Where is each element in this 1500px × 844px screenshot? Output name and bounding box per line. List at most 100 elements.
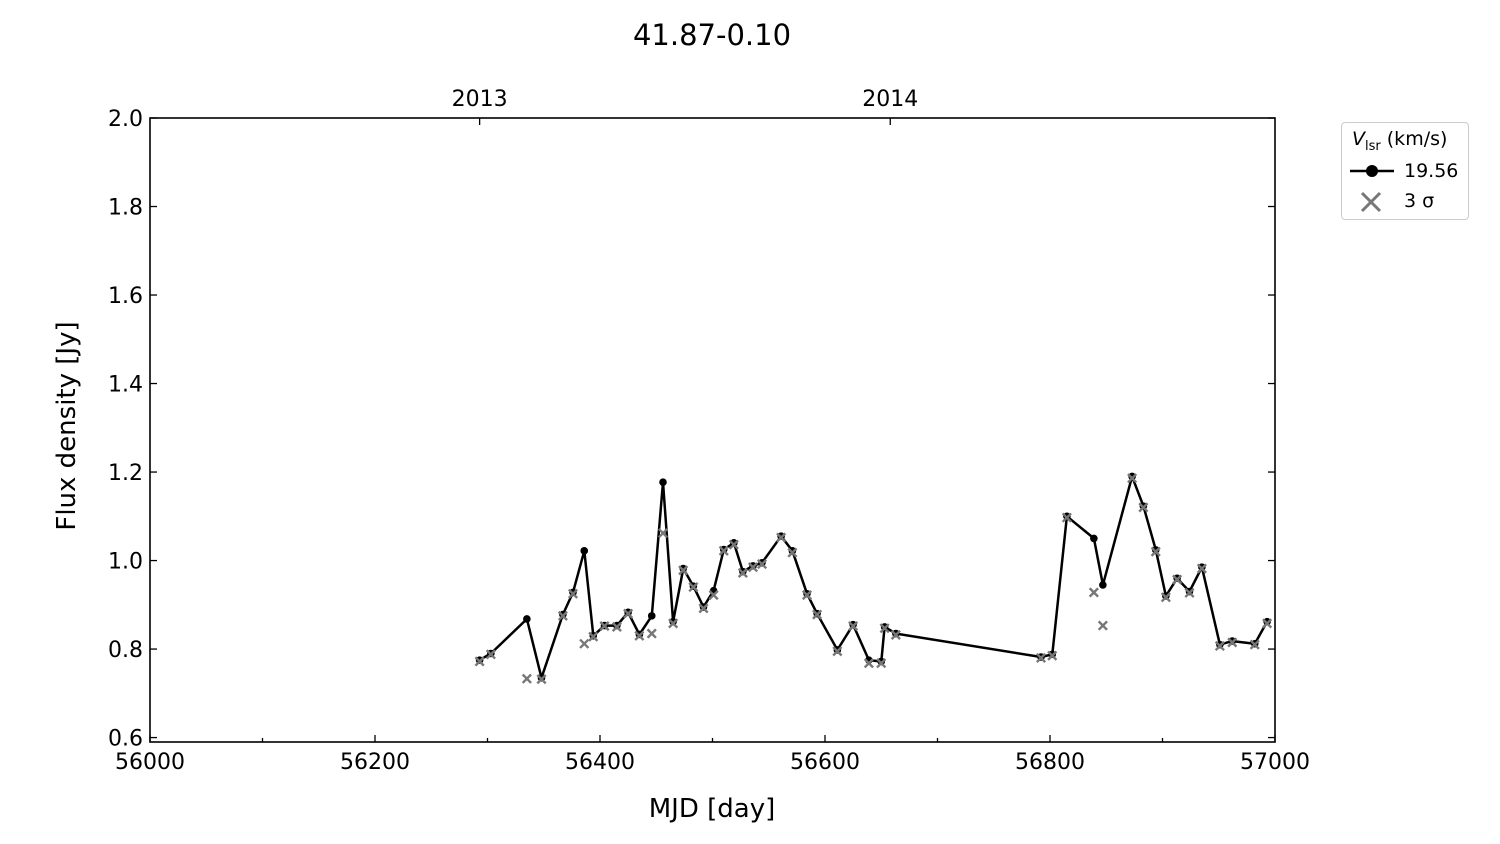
data-point bbox=[1090, 534, 1098, 543]
sigma-marker-stroke bbox=[718, 545, 729, 556]
sigma-marker bbox=[1047, 650, 1058, 661]
sigma-marker-stroke bbox=[1047, 650, 1058, 661]
sigma-marker-stroke bbox=[1184, 587, 1195, 598]
data-point bbox=[877, 657, 886, 666]
sigma-marker-stroke bbox=[747, 562, 759, 573]
sigma-marker bbox=[728, 539, 739, 550]
sigma-marker bbox=[579, 638, 590, 649]
sigma-marker-stroke bbox=[1227, 637, 1238, 648]
y-tick-label: 1.4 bbox=[108, 373, 143, 398]
y-tick-label: 1.6 bbox=[108, 284, 143, 309]
sigma-marker-stroke bbox=[1160, 592, 1171, 603]
sigma-marker bbox=[668, 618, 679, 629]
data-point bbox=[523, 615, 531, 623]
y-tick-label: 1.8 bbox=[108, 196, 143, 221]
sigma-marker bbox=[737, 567, 748, 578]
sigma-marker-stroke bbox=[879, 623, 890, 634]
y-axis-label: Flux density [Jy] bbox=[52, 321, 82, 530]
data-point bbox=[1128, 472, 1136, 481]
sigma-marker bbox=[801, 590, 813, 601]
sigma-marker bbox=[747, 562, 759, 573]
legend-label-series: 19.56 bbox=[1404, 160, 1459, 182]
sigma-marker bbox=[1061, 512, 1072, 523]
sigma-marker-stroke bbox=[890, 629, 901, 640]
legend: Vlsr (km/s) 19.56 3 σ bbox=[1341, 122, 1469, 220]
y-tick-label: 1.2 bbox=[108, 461, 143, 486]
sigma-marker-stroke bbox=[832, 646, 843, 657]
data-point bbox=[1263, 617, 1271, 626]
sigma-marker bbox=[1127, 473, 1138, 484]
sigma-markers bbox=[474, 473, 1273, 685]
sigma-marker bbox=[787, 547, 798, 558]
data-point bbox=[580, 547, 589, 555]
sigma-marker bbox=[863, 658, 874, 669]
y-tick-label: 2.0 bbox=[108, 107, 143, 132]
sigma-marker-stroke bbox=[787, 547, 798, 558]
sigma-marker-stroke bbox=[688, 582, 699, 593]
legend-cross-icon bbox=[1360, 191, 1382, 213]
sigma-marker-stroke bbox=[698, 603, 709, 614]
sigma-marker bbox=[1150, 546, 1161, 557]
sigma-marker bbox=[485, 649, 496, 660]
y-tick-label: 0.8 bbox=[108, 638, 143, 663]
sigma-marker bbox=[1097, 620, 1108, 631]
sigma-marker-stroke bbox=[611, 621, 622, 632]
x-tick-label: 56400 bbox=[565, 750, 635, 775]
data-point bbox=[788, 547, 797, 555]
sigma-marker-stroke bbox=[1196, 563, 1207, 574]
sigma-marker bbox=[623, 608, 634, 619]
sigma-marker bbox=[599, 621, 610, 632]
data-point bbox=[647, 612, 656, 620]
sigma-marker bbox=[1184, 587, 1195, 598]
x-tick-label: 56800 bbox=[1015, 750, 1085, 775]
sigma-marker-stroke bbox=[588, 631, 599, 642]
x-tick-label: 57000 bbox=[1240, 750, 1310, 775]
sigma-marker bbox=[1160, 592, 1171, 603]
sigma-marker bbox=[678, 565, 689, 576]
sigma-marker-stroke bbox=[579, 638, 590, 649]
sigma-marker-stroke bbox=[1138, 502, 1149, 513]
sigma-marker bbox=[557, 610, 568, 621]
data-point bbox=[669, 617, 677, 626]
sigma-marker-stroke bbox=[623, 608, 634, 619]
sigma-marker bbox=[634, 630, 645, 641]
sigma-marker-stroke bbox=[634, 630, 645, 641]
sigma-marker-stroke bbox=[1035, 652, 1047, 663]
sigma-marker bbox=[776, 532, 787, 543]
sigma-marker-stroke bbox=[737, 567, 748, 578]
data-point bbox=[730, 539, 738, 547]
sigma-marker bbox=[657, 528, 669, 539]
sigma-marker-stroke bbox=[1088, 587, 1099, 598]
sigma-marker bbox=[1138, 502, 1149, 513]
sigma-marker bbox=[698, 603, 709, 614]
chart-title: 41.87-0.10 bbox=[633, 18, 791, 52]
legend-title: Vlsr (km/s) bbox=[1352, 128, 1448, 154]
y-tick-label: 1.0 bbox=[108, 550, 143, 575]
sigma-marker-stroke bbox=[1061, 512, 1072, 523]
sigma-marker-stroke bbox=[708, 590, 719, 601]
sigma-marker-stroke bbox=[657, 528, 669, 539]
sigma-marker-stroke bbox=[1097, 620, 1108, 631]
legend-line-marker-icon bbox=[1350, 165, 1394, 177]
sigma-marker bbox=[756, 559, 768, 570]
sigma-marker-stroke bbox=[1262, 618, 1273, 629]
sigma-marker-stroke bbox=[485, 649, 496, 660]
sigma-marker-stroke bbox=[1127, 473, 1138, 484]
sigma-marker bbox=[832, 646, 843, 657]
sigma-marker bbox=[708, 590, 719, 601]
sigma-marker-stroke bbox=[1150, 546, 1161, 557]
sigma-marker-stroke bbox=[1214, 640, 1225, 652]
sigma-marker bbox=[588, 631, 599, 642]
sigma-marker bbox=[1214, 640, 1225, 652]
sigma-marker-stroke bbox=[678, 565, 689, 576]
sigma-marker bbox=[688, 582, 699, 593]
sigma-marker-stroke bbox=[728, 539, 739, 550]
x-tick-label: 56200 bbox=[340, 750, 410, 775]
sigma-marker bbox=[1088, 587, 1099, 598]
sigma-marker-stroke bbox=[776, 532, 787, 543]
axes: 56000 56200 56400 56600 56800 57000 0.6 0.8 1.0 1… bbox=[108, 87, 1310, 775]
top-axis-label: 2014 bbox=[862, 87, 918, 112]
data-point bbox=[1099, 581, 1107, 589]
sigma-marker-stroke bbox=[848, 621, 859, 632]
